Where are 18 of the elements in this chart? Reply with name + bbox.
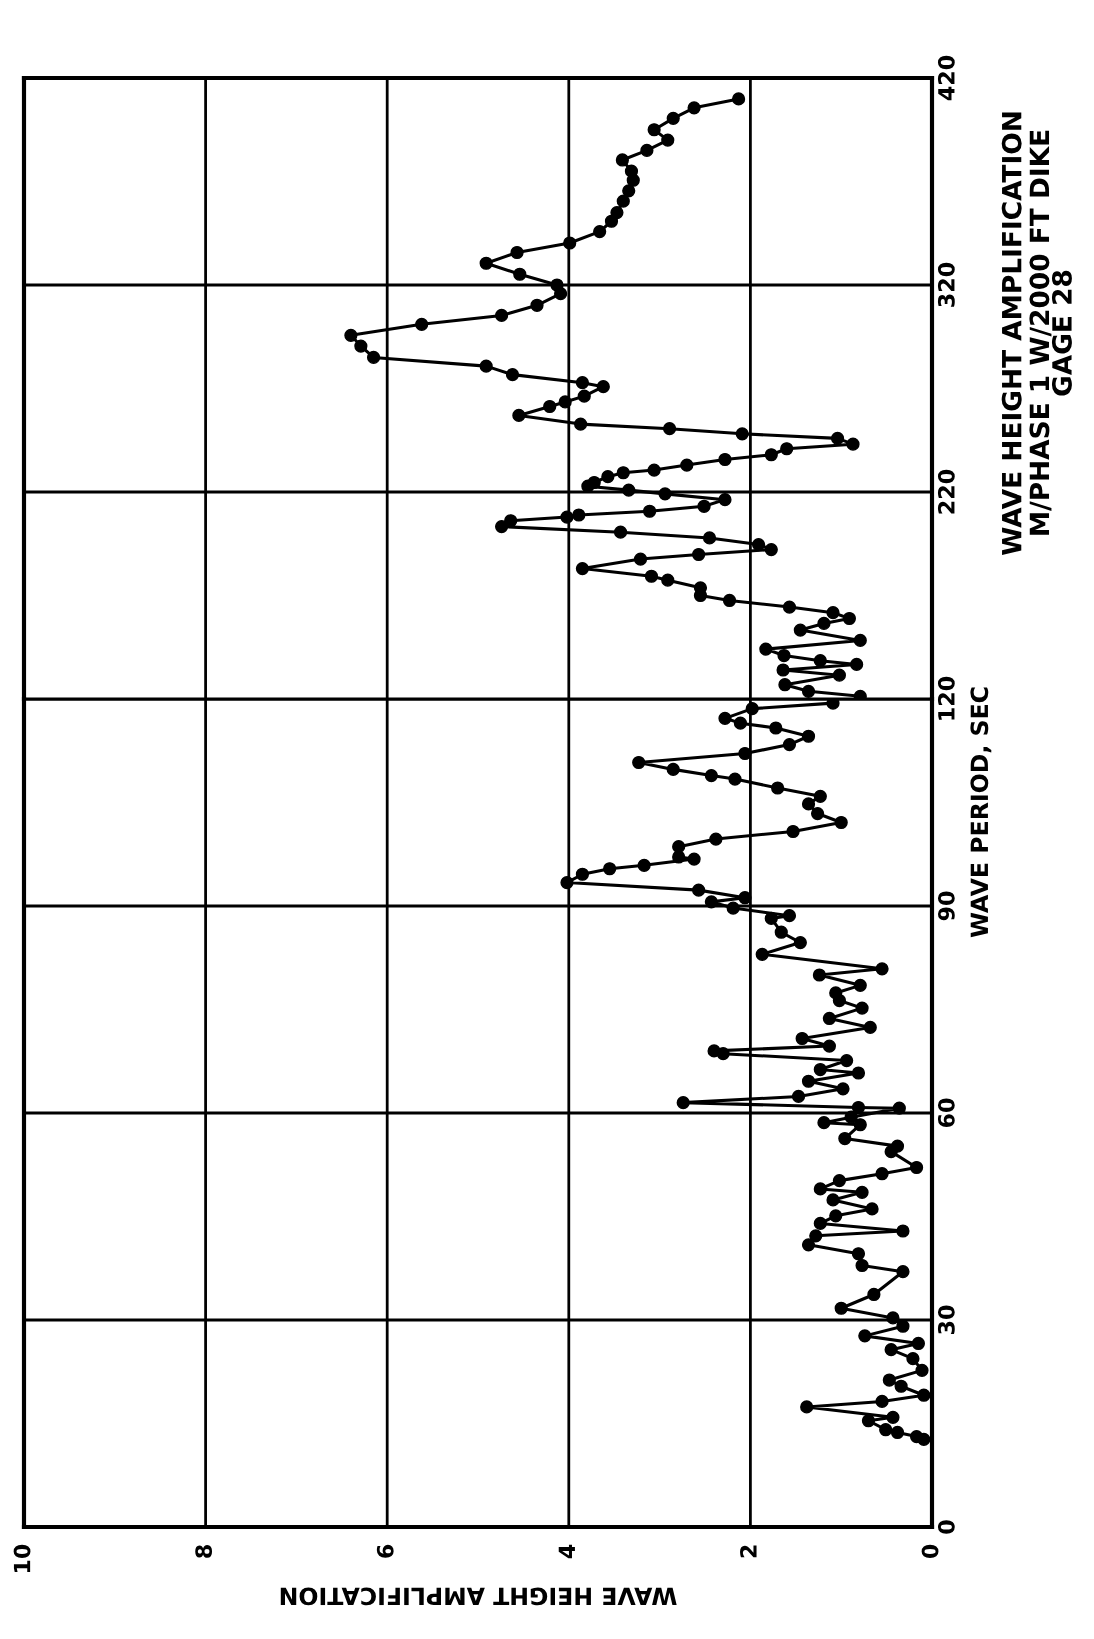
x-axis-title: WAVE HEIGHT AMPLIFICATION	[280, 1587, 677, 1606]
text: WAVE HEIGHT AMPLIFICATION	[1001, 112, 1022, 556]
x-tick-label: 2	[740, 1545, 757, 1558]
y-tick-label: 420	[937, 55, 955, 101]
y-tick-label: 0	[937, 1520, 955, 1534]
x-tick-label: 6	[376, 1544, 394, 1558]
y-tick-label: 30	[937, 1305, 955, 1334]
x-tick-label: 10	[13, 1544, 31, 1573]
y-tick-label: 60	[937, 1098, 955, 1128]
y-axis-title: WAVE PERIOD, SEC	[970, 687, 992, 938]
y-tick-label: 220	[937, 469, 955, 514]
y-tick-label: 120	[937, 676, 955, 720]
text: M/PHASE 1 W/2000 FT DIKE GAGE 28	[1029, 130, 1072, 535]
x-tick-label: 4	[558, 1544, 575, 1559]
x-tick-label: 0	[921, 1544, 939, 1559]
y-tick-label: 320	[937, 262, 955, 307]
y-tick-label: 90	[937, 891, 955, 921]
x-tick-label: 8	[195, 1545, 213, 1558]
